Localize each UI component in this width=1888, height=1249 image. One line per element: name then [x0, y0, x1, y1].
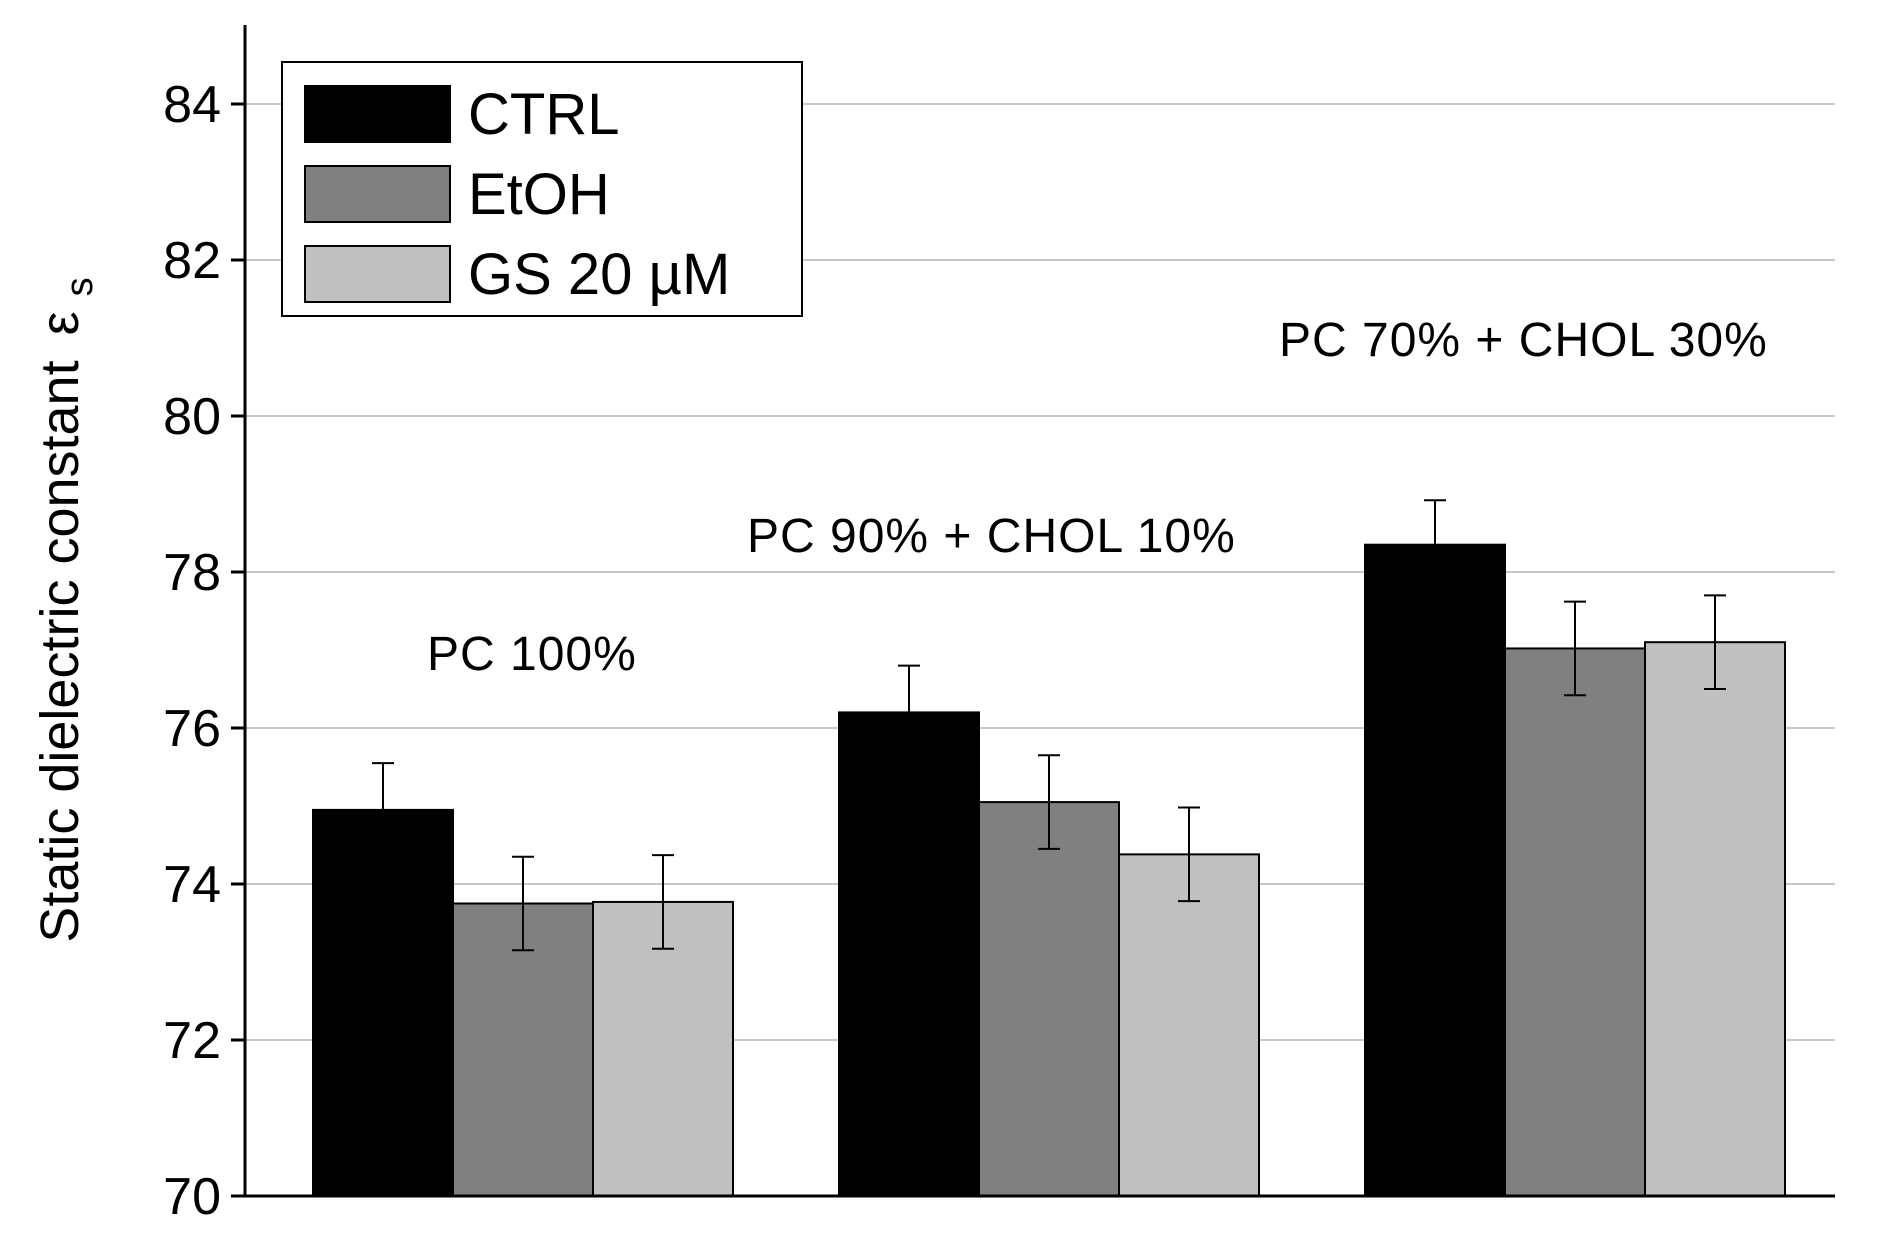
y-tick-label-78: 78 [163, 544, 221, 602]
error-bar-1-2 [512, 855, 534, 952]
y-ticks: 70 72 74 76 78 80 82 84 [163, 76, 245, 1226]
y-axis-label-symbol: ε [30, 311, 90, 335]
group-label-2: PC 90% + CHOL 10% [747, 510, 1236, 563]
legend-label-1: CTRL [468, 82, 619, 147]
axes [243, 25, 1835, 1198]
bar-2-etoh [978, 801, 1120, 1197]
error-bar-2-3 [1178, 806, 1200, 903]
error-bar-2-2 [1038, 754, 1060, 850]
legend-swatch-3 [304, 245, 451, 303]
bar-3-gs-20-m [1644, 641, 1786, 1197]
bar-3-ctrl [1364, 543, 1506, 1197]
bar-1-etoh [452, 902, 594, 1197]
y-axis-label-text: Static dielectric constant [30, 360, 90, 942]
bars [312, 543, 1786, 1198]
bar-2-ctrl [838, 711, 980, 1198]
legend-label-2: EtOH [468, 162, 610, 227]
group-labels: PC 100% PC 90% + CHOL 10% PC 70% + CHOL 30… [427, 314, 1768, 681]
y-tick-label-82: 82 [163, 232, 221, 290]
y-axis-label: Static dielectric constant ε s [30, 277, 101, 942]
legend-label-3: GS 20 µM [468, 242, 730, 307]
error-bar-3-2 [1564, 600, 1586, 697]
y-tick-label-84: 84 [163, 76, 221, 134]
bar-1-gs-20-m [592, 900, 734, 1197]
error-bars [372, 499, 1726, 952]
legend-swatch-1 [304, 85, 451, 143]
y-axis-label-subscript: s [59, 277, 101, 296]
y-tick-label-76: 76 [163, 700, 221, 758]
y-tick-label-80: 80 [163, 388, 221, 446]
bar-2-gs-20-m [1118, 853, 1260, 1197]
legend-swatch-2 [304, 165, 451, 223]
error-bar-1-3 [652, 854, 674, 950]
bar-3-etoh [1504, 647, 1646, 1197]
y-tick-label-72: 72 [163, 1012, 221, 1070]
legend: CTRL EtOH GS 20 µM [281, 61, 803, 317]
bar-1-ctrl [312, 808, 454, 1198]
group-label-1: PC 100% [427, 628, 637, 681]
y-tick-label-74: 74 [163, 856, 221, 914]
error-bar-2-1 [898, 664, 920, 761]
y-tick-label-70: 70 [163, 1168, 221, 1226]
error-bar-1-1 [372, 762, 394, 858]
group-label-3: PC 70% + CHOL 30% [1279, 314, 1768, 367]
error-bar-3-3 [1704, 594, 1726, 690]
error-bar-3-1 [1424, 499, 1446, 591]
